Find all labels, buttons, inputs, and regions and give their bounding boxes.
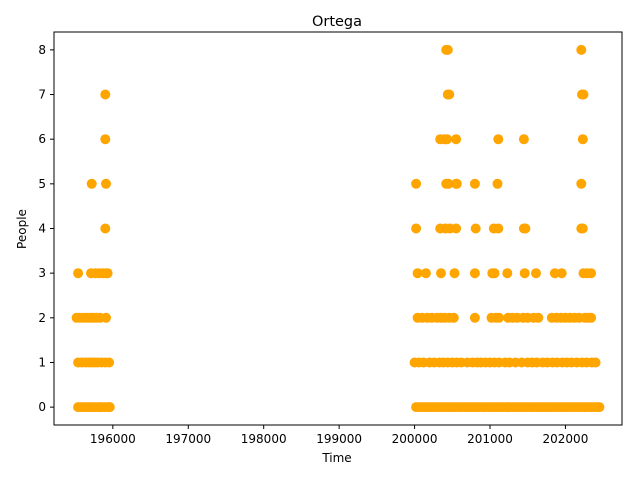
x-tick-label: 197000 (165, 432, 211, 446)
data-point (594, 402, 605, 413)
data-point (502, 268, 513, 279)
chart-title: Ortega (312, 14, 362, 30)
data-point (577, 223, 588, 234)
data-point (578, 89, 589, 100)
y-tick-label: 1 (38, 355, 46, 369)
data-point (451, 134, 462, 145)
data-point (412, 268, 423, 279)
data-point (436, 268, 446, 279)
data-point (104, 402, 115, 413)
data-point (451, 178, 462, 189)
y-tick-label: 0 (38, 400, 46, 414)
data-point (489, 268, 500, 279)
data-point (469, 268, 480, 279)
data-point (520, 223, 531, 234)
data-point (442, 134, 452, 145)
y-tick-label: 6 (38, 132, 46, 146)
y-tick-label: 5 (38, 177, 46, 191)
data-point (493, 223, 504, 234)
data-point (531, 268, 541, 279)
data-point (451, 223, 462, 234)
data-point (411, 178, 422, 189)
data-point (100, 89, 111, 100)
data-point (519, 268, 530, 279)
data-point (101, 312, 111, 323)
y-axis-label: People (15, 209, 29, 249)
x-axis-label: Time (321, 451, 351, 465)
x-tick-label: 202000 (543, 432, 589, 446)
data-point (73, 268, 84, 279)
data-point (86, 178, 97, 189)
data-point (442, 44, 453, 55)
data-point (576, 44, 587, 55)
data-point (586, 312, 597, 323)
x-tick-label: 199000 (316, 432, 362, 446)
data-points (71, 44, 605, 413)
data-point (469, 312, 480, 323)
y-tick-label: 3 (38, 266, 46, 280)
data-point (444, 89, 455, 100)
data-point (586, 268, 597, 279)
data-point (494, 312, 504, 323)
x-tick-label: 201000 (467, 432, 513, 446)
data-point (493, 134, 504, 145)
data-point (556, 268, 567, 279)
data-point (104, 357, 115, 368)
data-point (102, 268, 113, 279)
data-point (590, 357, 601, 368)
data-point (518, 134, 529, 145)
x-tick-label: 200000 (392, 432, 438, 446)
y-tick-label: 7 (38, 88, 46, 102)
data-point (469, 178, 480, 189)
data-point (576, 178, 587, 189)
data-point (411, 223, 422, 234)
data-point (448, 312, 459, 323)
x-tick-label: 198000 (241, 432, 287, 446)
y-tick-label: 2 (38, 311, 46, 325)
data-point (470, 223, 481, 234)
y-tick-label: 8 (38, 43, 46, 57)
data-point (443, 178, 454, 189)
data-point (492, 178, 503, 189)
data-point (100, 223, 111, 234)
data-point (577, 134, 588, 145)
data-point (533, 312, 544, 323)
data-point (100, 134, 111, 145)
x-tick-label: 196000 (90, 432, 136, 446)
x-axis-ticks: 196000 197000 198000 199000 200000 201000 2020… (90, 425, 588, 446)
y-axis-ticks: 0 1 2 3 4 5 6 7 8 (38, 43, 54, 414)
y-tick-label: 4 (38, 222, 46, 236)
data-point (420, 268, 431, 279)
data-point (101, 178, 111, 189)
data-point (449, 268, 460, 279)
